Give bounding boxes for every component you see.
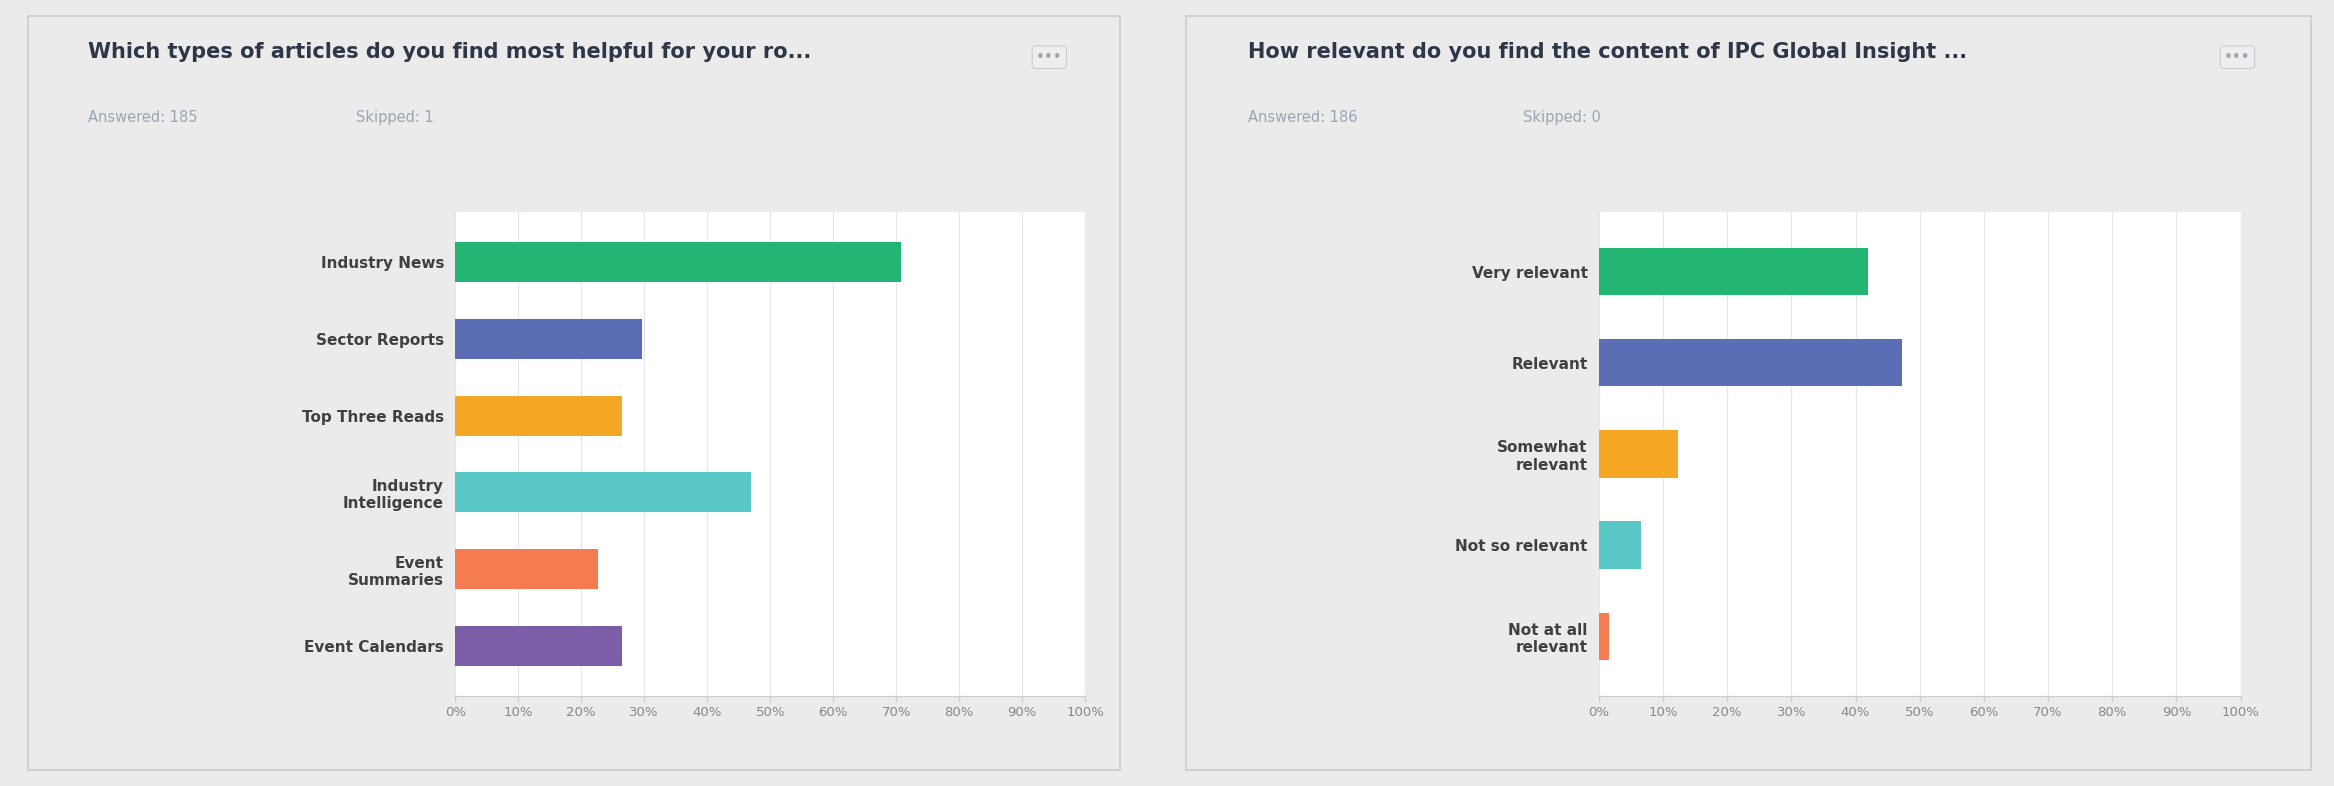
- Bar: [1599, 521, 1641, 569]
- Text: •••: •••: [2224, 50, 2250, 64]
- Bar: [455, 626, 623, 666]
- Bar: [455, 242, 901, 282]
- Bar: [455, 395, 623, 435]
- Bar: [1599, 339, 1902, 387]
- Text: Answered: 185: Answered: 185: [89, 110, 198, 125]
- Text: Answered: 186: Answered: 186: [1249, 110, 1356, 125]
- Bar: [1599, 248, 1867, 296]
- Bar: [1599, 430, 1678, 478]
- Bar: [455, 319, 642, 358]
- Text: •••: •••: [1036, 50, 1062, 64]
- Bar: [1599, 612, 1608, 660]
- Bar: [455, 472, 752, 512]
- Text: Skipped: 0: Skipped: 0: [1524, 110, 1601, 125]
- Bar: [455, 549, 598, 589]
- Text: Skipped: 1: Skipped: 1: [355, 110, 434, 125]
- Text: How relevant do you find the content of IPC Global Insight ...: How relevant do you find the content of …: [1249, 42, 1968, 62]
- Text: Which types of articles do you find most helpful for your ro...: Which types of articles do you find most…: [89, 42, 812, 62]
